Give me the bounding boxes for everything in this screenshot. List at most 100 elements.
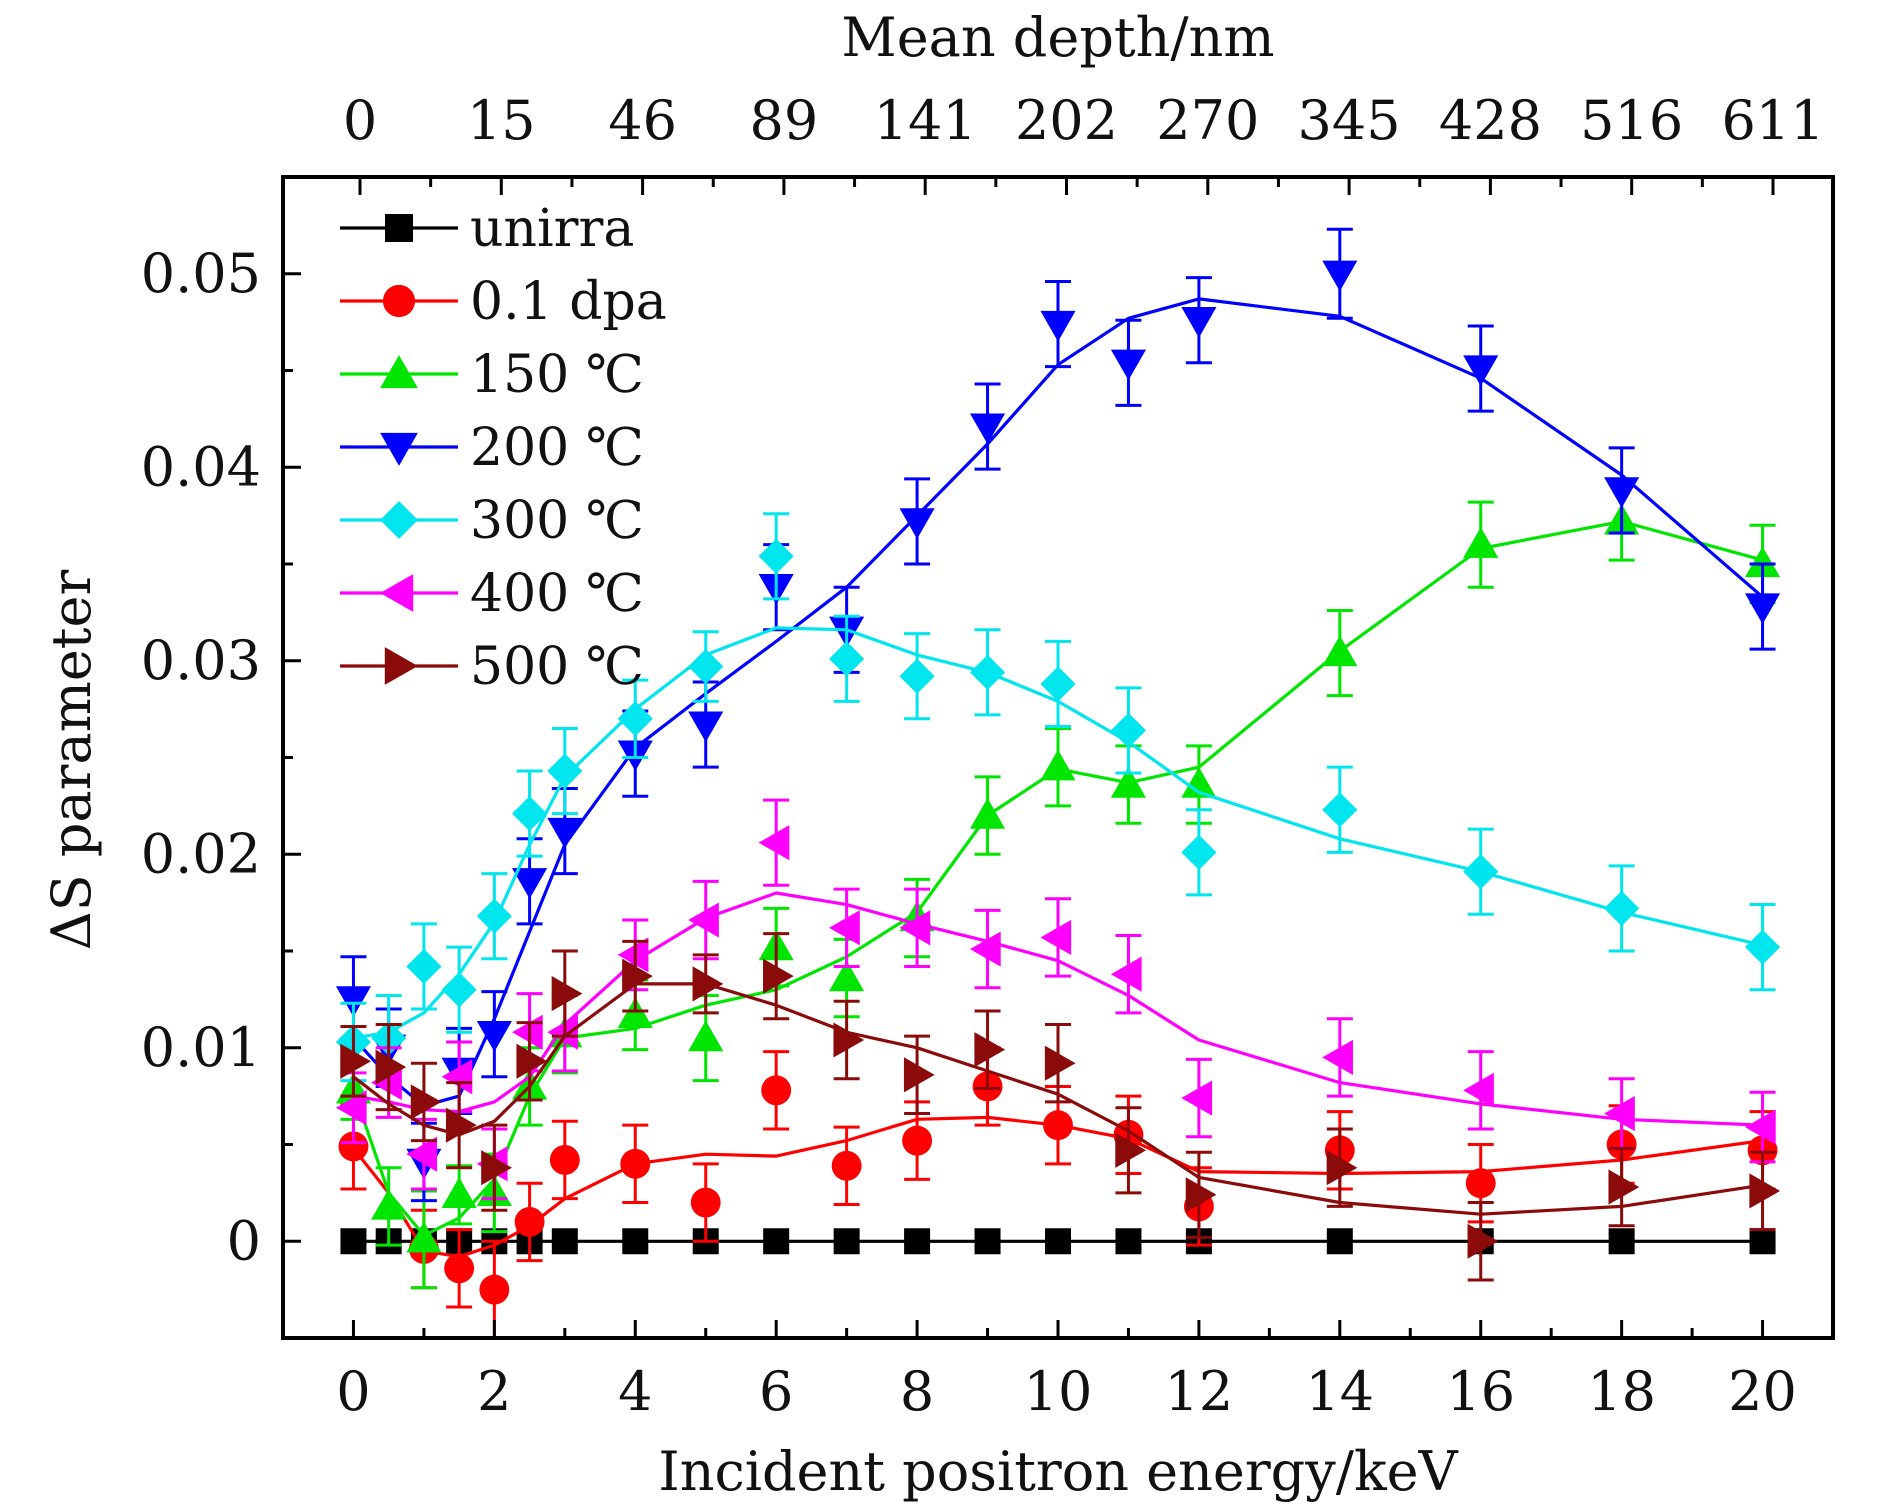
data-point (1040, 919, 1072, 956)
x-tick-label: 20 (1728, 1360, 1797, 1423)
data-point (551, 976, 583, 1012)
data-point (969, 413, 1006, 445)
data-point (514, 1206, 545, 1237)
series-6 (340, 932, 1781, 1282)
data-point (1744, 593, 1781, 625)
data-point (1744, 929, 1781, 965)
data-point (1463, 527, 1499, 558)
x-tick-label: 10 (1024, 1360, 1093, 1423)
data-point (1115, 1132, 1147, 1168)
legend-item-3: 200 ℃ (340, 418, 644, 478)
data-point (1463, 854, 1499, 890)
data-point (969, 798, 1006, 829)
x-tick-label: 16 (1446, 1360, 1515, 1423)
data-point (1463, 355, 1499, 387)
data-point (692, 966, 724, 1002)
top-tick-label: 516 (1580, 89, 1683, 152)
data-point (547, 817, 583, 849)
data-point (335, 986, 372, 1017)
legend-marker (385, 214, 413, 242)
x-axis-title: Incident positron energy/keV (658, 1440, 1458, 1503)
data-point (969, 654, 1006, 690)
data-point (375, 1049, 407, 1085)
legend-label: unirra (470, 199, 634, 259)
data-point (617, 937, 649, 973)
data-point (476, 898, 512, 934)
data-point (516, 1043, 548, 1079)
top-tick-label: 141 (874, 89, 977, 152)
data-point (904, 1228, 931, 1255)
series-line (351, 519, 1763, 1237)
data-point (1181, 834, 1217, 870)
data-point (1181, 307, 1217, 338)
data-point (831, 1150, 862, 1181)
data-point (547, 753, 583, 789)
data-point (410, 1084, 442, 1120)
legend-label: 0.1 dpa (470, 272, 667, 332)
data-point (441, 1059, 473, 1095)
data-point (899, 658, 935, 694)
data-point (1326, 1150, 1358, 1186)
data-point (549, 1145, 580, 1175)
data-point (1110, 767, 1147, 798)
series-layer (335, 227, 1781, 1340)
data-point (688, 902, 719, 938)
data-point (1322, 1039, 1353, 1075)
series-line (353, 891, 1763, 1127)
legend-label: 500 ℃ (470, 637, 644, 697)
data-point (1322, 635, 1358, 667)
x-tick-label: 2 (477, 1360, 511, 1423)
legend-item-4: 300 ℃ (340, 491, 644, 551)
data-point (829, 910, 860, 946)
data-point (406, 1221, 442, 1253)
data-point (833, 1228, 860, 1255)
legend-item-0: unirra (340, 199, 634, 259)
x-tick-label: 12 (1165, 1360, 1234, 1423)
data-point (340, 1228, 367, 1255)
data-point (761, 1075, 792, 1106)
data-point (479, 1274, 510, 1305)
data-point (1322, 792, 1358, 828)
y-tick-label: 0.05 (141, 242, 261, 305)
data-point (481, 1150, 512, 1186)
data-point (476, 1021, 512, 1052)
legend-marker (384, 647, 418, 685)
top-tick-label: 270 (1156, 89, 1259, 152)
data-point (1110, 956, 1142, 992)
legend-marker (380, 355, 418, 389)
top-tick-label: 0 (343, 89, 377, 152)
data-point (833, 1022, 865, 1058)
data-point (1044, 1045, 1076, 1081)
data-point (763, 1228, 790, 1255)
x-tick-label: 8 (900, 1360, 934, 1423)
data-point (1465, 1168, 1496, 1199)
data-point (1045, 1228, 1071, 1255)
data-point (1043, 1110, 1073, 1141)
data-point (974, 1032, 1006, 1068)
legend-label: 300 ℃ (470, 491, 644, 551)
legend-label: 400 ℃ (470, 564, 644, 624)
data-point (620, 1148, 651, 1179)
data-point (406, 948, 442, 985)
data-point (758, 825, 790, 861)
x-tick-label: 6 (759, 1360, 793, 1423)
data-point (1608, 1228, 1635, 1255)
data-point (899, 910, 931, 946)
data-point (617, 997, 653, 1029)
legend-marker (382, 284, 416, 318)
legend-marker (380, 432, 418, 466)
data-point (1040, 749, 1076, 781)
data-point (1744, 1109, 1776, 1145)
data-point (1040, 310, 1076, 342)
data-point (1115, 1228, 1142, 1255)
series-4 (335, 512, 1781, 1083)
data-point (445, 1107, 477, 1143)
y-tick-label: 0.02 (141, 822, 261, 885)
data-point (1181, 1080, 1213, 1116)
data-point (688, 1020, 724, 1052)
data-point (441, 1177, 477, 1208)
